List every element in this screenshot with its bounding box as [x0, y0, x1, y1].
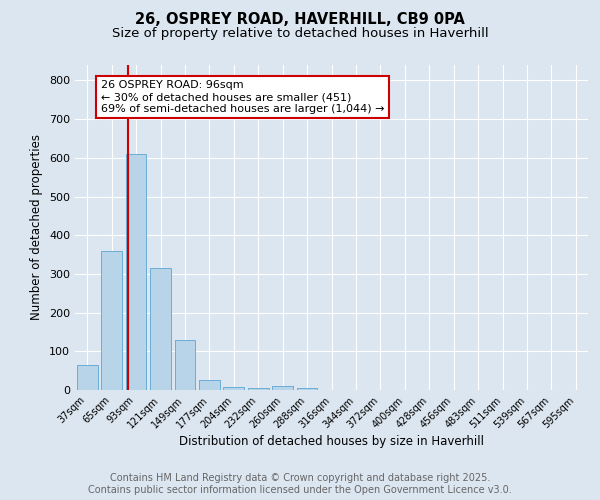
Text: 26 OSPREY ROAD: 96sqm
← 30% of detached houses are smaller (451)
69% of semi-det: 26 OSPREY ROAD: 96sqm ← 30% of detached … [101, 80, 384, 114]
Bar [272, 386, 293, 390]
Bar [248, 388, 269, 390]
Bar [223, 387, 244, 390]
Text: Contains HM Land Registry data © Crown copyright and database right 2025.
Contai: Contains HM Land Registry data © Crown c… [88, 474, 512, 495]
Bar [296, 388, 317, 390]
Bar [175, 340, 196, 390]
Bar [101, 250, 122, 390]
Bar [150, 268, 171, 390]
Bar [199, 380, 220, 390]
Text: 26, OSPREY ROAD, HAVERHILL, CB9 0PA: 26, OSPREY ROAD, HAVERHILL, CB9 0PA [135, 12, 465, 28]
Y-axis label: Number of detached properties: Number of detached properties [31, 134, 43, 320]
Text: Size of property relative to detached houses in Haverhill: Size of property relative to detached ho… [112, 28, 488, 40]
Bar [125, 154, 146, 390]
Bar [77, 365, 98, 390]
X-axis label: Distribution of detached houses by size in Haverhill: Distribution of detached houses by size … [179, 436, 484, 448]
